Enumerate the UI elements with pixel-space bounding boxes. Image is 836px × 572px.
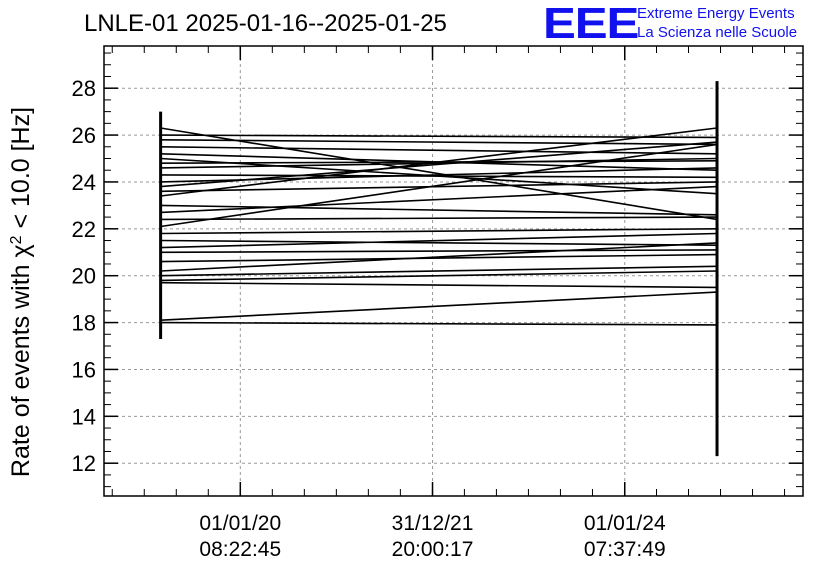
series-line — [160, 185, 718, 214]
series-line — [160, 281, 718, 289]
series-line — [160, 204, 718, 216]
y-tick-label: 22 — [72, 217, 96, 242]
series-line — [160, 141, 718, 188]
x-tick-label-time: 07:37:49 — [584, 538, 666, 561]
series-line — [160, 228, 718, 235]
series-line — [160, 253, 718, 263]
y-tick-label: 18 — [72, 311, 96, 336]
logo-caption-line1: Extreme Energy Events — [637, 5, 795, 22]
series-line — [160, 127, 718, 197]
series-line — [160, 139, 718, 146]
y-tick-label: 14 — [72, 404, 96, 429]
x-tick-label-time: 20:00:17 — [392, 538, 474, 561]
series-line — [160, 242, 718, 272]
series-line — [160, 181, 718, 193]
series-line — [160, 265, 718, 277]
y-tick-label: 20 — [72, 264, 96, 289]
series-line — [160, 146, 718, 155]
series-lines — [160, 127, 718, 326]
error-bars — [159, 81, 719, 457]
chart-title: LNLE-01 2025-01-16--2025-01-25 — [84, 10, 447, 37]
series-line — [160, 321, 718, 326]
series-line — [160, 232, 718, 249]
series-line — [160, 134, 718, 139]
series-line — [160, 127, 718, 221]
y-tick-label: 26 — [72, 123, 96, 148]
axis-ticks — [104, 46, 803, 496]
x-tick-label-date: 01/01/20 — [199, 512, 281, 535]
eee-logo: EEE — [543, 0, 639, 48]
series-line — [160, 143, 718, 228]
series-line — [160, 157, 718, 169]
x-tick-labels: 01/01/20 08:22:45 31/12/21 20:00:17 01/01/24… — [199, 512, 666, 561]
series-line — [160, 249, 718, 254]
x-tick-label-date: 01/01/24 — [584, 512, 666, 535]
y-tick-label: 16 — [72, 357, 96, 382]
series-line — [160, 174, 718, 179]
y-tick-labels: 12 14 16 18 20 22 24 26 28 — [72, 76, 96, 476]
plot-frame — [103, 45, 804, 497]
series-line — [160, 216, 718, 221]
y-tick-label: 28 — [72, 76, 96, 101]
eee-logo-caption: Extreme Energy Events La Scienza nelle S… — [637, 4, 797, 42]
series-line — [160, 291, 718, 321]
series-line — [160, 239, 718, 246]
x-tick-label-date: 31/12/21 — [392, 512, 474, 535]
y-axis-label: Rate of events with χ2 < 10.0 [Hz] — [7, 107, 35, 477]
y-axis-label-chi: χ — [7, 244, 35, 257]
series-line — [160, 270, 718, 282]
logo-caption-line2: La Scienza nelle Scuole — [637, 24, 798, 41]
y-axis-label-text1: Rate of events with — [7, 258, 35, 478]
y-axis-label-exp: 2 — [8, 235, 25, 244]
y-axis-label-text2: < 10.0 [Hz] — [7, 107, 35, 236]
x-tick-label-time: 08:22:45 — [199, 538, 281, 561]
y-tick-label: 24 — [72, 170, 96, 195]
y-tick-label: 12 — [72, 451, 96, 476]
